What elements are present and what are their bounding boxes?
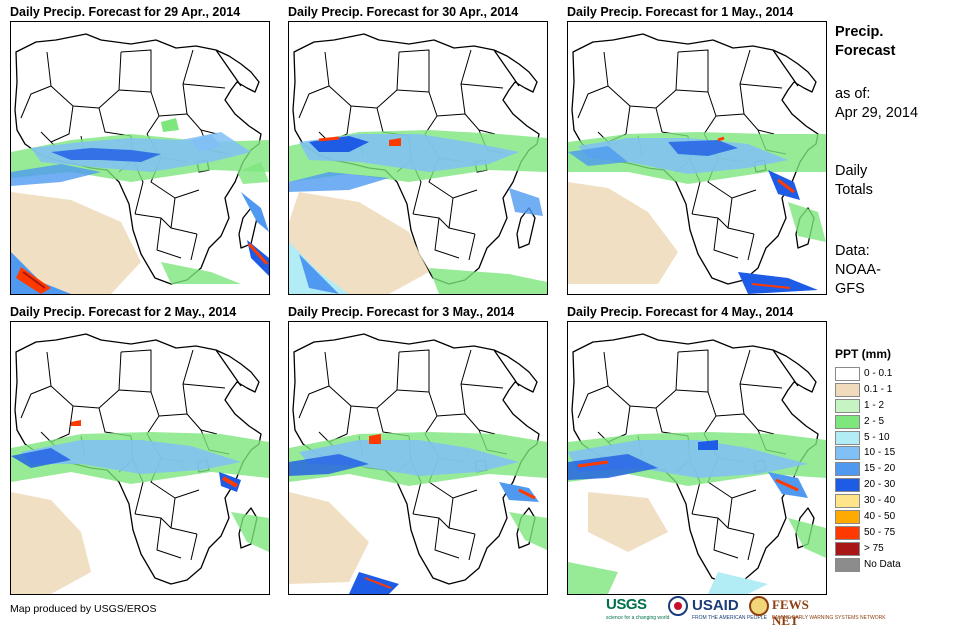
fews-net-logo: FEWS NET xyxy=(772,597,809,628)
legend-swatch xyxy=(835,367,860,381)
panel-title: Daily Precip. Forecast for 4 May., 2014 xyxy=(567,305,794,319)
precip-overlay xyxy=(11,420,269,594)
usaid-seal-icon xyxy=(668,596,688,616)
legend-label: No Data xyxy=(864,558,901,570)
panel-title: Daily Precip. Forecast for 30 Apr., 2014 xyxy=(288,5,519,19)
legend-title: PPT (mm) xyxy=(835,347,892,361)
sidebar-title-line1: Precip. xyxy=(835,24,884,40)
legend-swatch xyxy=(835,414,860,429)
precip-map xyxy=(10,21,270,295)
legend-label: 1 - 2 xyxy=(864,399,885,411)
map-credit: Map produced by USGS/EROS xyxy=(10,603,157,615)
legend-swatch xyxy=(835,541,860,556)
legend-label: 30 - 40 xyxy=(864,495,896,507)
precip-map-svg xyxy=(568,33,826,294)
as-of-label: as of: xyxy=(835,86,871,102)
legend-label: 0 - 0.1 xyxy=(864,368,893,379)
legend-label: 5 - 10 xyxy=(864,431,890,443)
legend-swatch xyxy=(835,446,860,461)
panel-title: Daily Precip. Forecast for 3 May., 2014 xyxy=(288,305,515,319)
legend-label: > 75 xyxy=(864,542,884,554)
usgs-tagline: science for a changing world xyxy=(606,615,670,621)
data-source-line3: GFS xyxy=(835,281,865,297)
precip-map xyxy=(288,321,548,595)
legend-swatch xyxy=(835,462,860,477)
panel-title: Daily Precip. Forecast for 29 Apr., 2014 xyxy=(10,5,241,19)
totals-line2: Totals xyxy=(835,182,873,198)
precip-map-svg xyxy=(289,333,547,594)
precip-map xyxy=(10,321,270,595)
precip-map xyxy=(567,321,827,595)
legend-swatch xyxy=(835,398,860,413)
data-source-block: Data: NOAA- GFS xyxy=(835,242,881,299)
panel-title: Daily Precip. Forecast for 1 May., 2014 xyxy=(567,5,794,19)
legend-swatch xyxy=(835,557,860,572)
legend-label: 15 - 20 xyxy=(864,463,896,475)
precip-map-svg xyxy=(289,33,547,294)
precip-overlay xyxy=(568,132,826,294)
legend-label: 40 - 50 xyxy=(864,511,896,523)
precip-overlay xyxy=(289,130,547,294)
legend-swatch xyxy=(835,494,860,509)
totals-line1: Daily xyxy=(835,163,868,179)
legend-swatch xyxy=(835,510,860,525)
sidebar-title: Precip. Forecast xyxy=(835,23,895,61)
data-source-line2: NOAA- xyxy=(835,262,881,278)
logo-strip: USGS science for a changing world USAID … xyxy=(606,594,886,628)
data-source-line1: Data: xyxy=(835,243,870,259)
sidebar-title-line2: Forecast xyxy=(835,43,896,59)
totals-block: Daily Totals xyxy=(835,162,873,200)
usaid-tagline: FROM THE AMERICAN PEOPLE xyxy=(692,615,767,621)
legend-swatch xyxy=(835,382,860,397)
legend-label: 0.1 - 1 xyxy=(864,383,893,395)
precip-overlay xyxy=(289,432,547,594)
fews-net-badge-icon xyxy=(749,596,769,616)
legend-swatch xyxy=(835,478,860,493)
legend-label: 20 - 30 xyxy=(864,479,896,491)
precip-map-svg xyxy=(11,333,269,594)
precip-map xyxy=(288,21,548,295)
legend-swatch xyxy=(835,525,860,540)
fews-net-tagline: FAMINE EARLY WARNING SYSTEMS NETWORK xyxy=(772,615,886,621)
precip-overlay xyxy=(568,432,826,594)
precip-overlay xyxy=(11,118,269,294)
precip-map-svg xyxy=(11,33,269,294)
as-of-block: as of: Apr 29, 2014 xyxy=(835,85,918,123)
precip-map-svg xyxy=(568,333,826,594)
legend-swatch xyxy=(835,430,860,445)
as-of-date: Apr 29, 2014 xyxy=(835,105,919,121)
usgs-logo: USGS xyxy=(606,596,647,613)
usaid-logo: USAID xyxy=(692,597,739,614)
panel-title: Daily Precip. Forecast for 2 May., 2014 xyxy=(10,305,237,319)
legend-label: 10 - 15 xyxy=(864,447,896,459)
legend-label: 50 - 75 xyxy=(864,526,896,538)
legend-label: 2 - 5 xyxy=(864,415,885,427)
precip-map xyxy=(567,21,827,295)
